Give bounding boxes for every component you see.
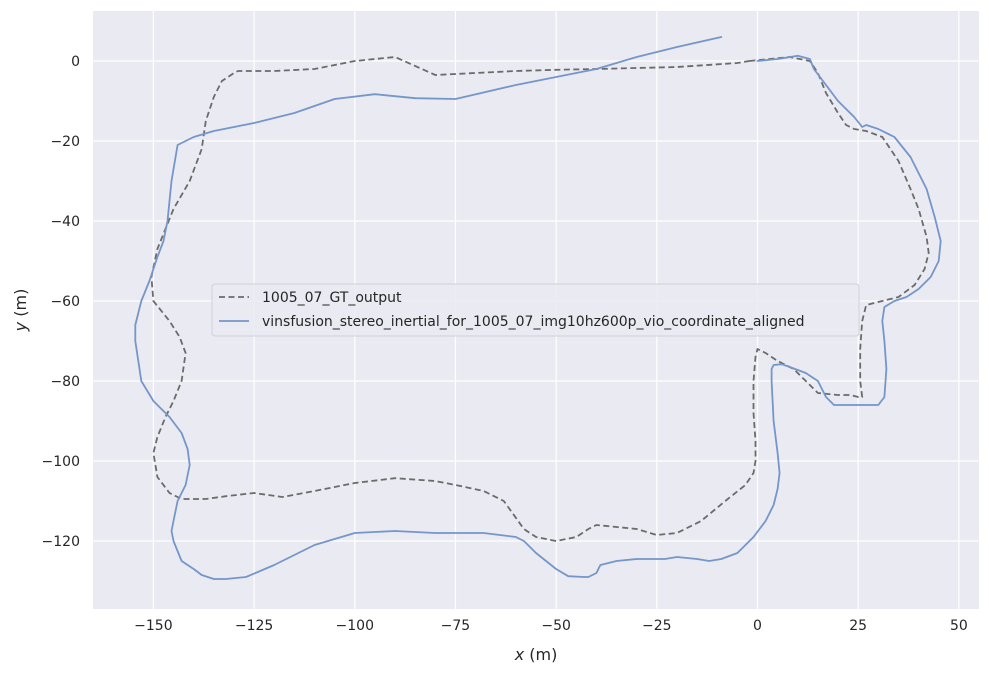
x-axis-label: x (m): [514, 645, 558, 664]
x-tick-label: 25: [849, 618, 867, 634]
series-layer: [134, 36, 942, 580]
y-tick-label: −40: [50, 214, 80, 230]
tick-labels: −150 −125 −100 −75 −50 −25 0 25 50 0 −20 −40 −60 −80 −…: [42, 54, 968, 634]
x-tick-label: −50: [541, 618, 571, 634]
series-line-1: [134, 36, 942, 580]
series-line-0: [150, 56, 930, 542]
x-axis-unit: (m): [524, 645, 557, 664]
y-axis-label: y (m): [11, 289, 30, 333]
x-tick-label: −150: [134, 618, 172, 634]
x-axis-variable: x: [514, 645, 525, 664]
y-tick-label: −100: [42, 454, 80, 470]
y-tick-label: 0: [71, 54, 80, 70]
legend-box: [211, 283, 860, 337]
x-tick-label: −125: [235, 618, 273, 634]
x-tick-label: 50: [950, 618, 968, 634]
y-tick-label: −60: [50, 294, 80, 310]
y-tick-label: −20: [50, 134, 80, 150]
y-axis-variable: y: [11, 321, 30, 332]
legend-label-gt: 1005_07_GT_output: [262, 290, 402, 306]
x-tick-label: −100: [336, 618, 374, 634]
x-tick-label: −25: [642, 618, 672, 634]
x-tick-label: −75: [441, 618, 471, 634]
grid: [93, 11, 979, 609]
legend-label-vio: vinsfusion_stereo_inertial_for_1005_07_i…: [262, 314, 805, 330]
y-axis-unit: (m): [11, 289, 30, 322]
y-tick-label: −120: [42, 534, 80, 550]
y-tick-label: −80: [50, 374, 80, 390]
x-tick-label: 0: [753, 618, 762, 634]
legend: 1005_07_GT_output vinsfusion_stereo_iner…: [211, 283, 860, 337]
